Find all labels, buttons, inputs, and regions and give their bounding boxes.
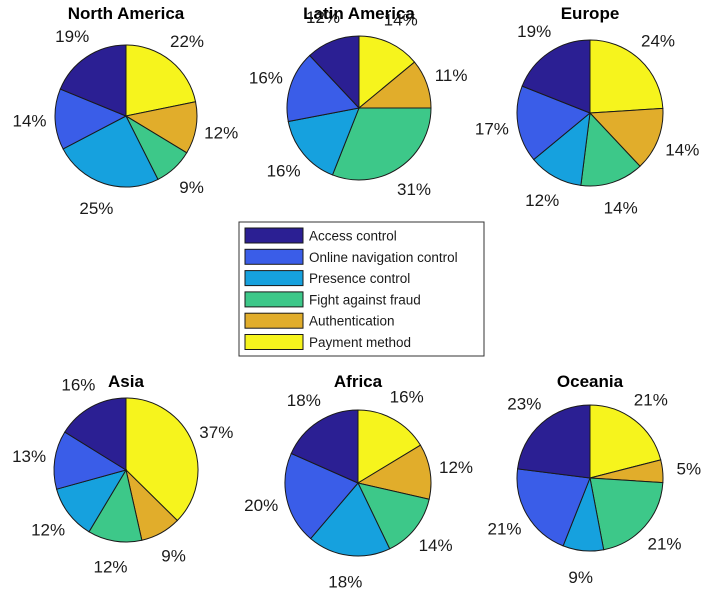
legend-label: Payment method (309, 335, 411, 350)
legend-label: Fight against fraud (309, 292, 421, 307)
slice-label: 12% (204, 123, 238, 142)
pie-slice-payment-method (357, 409, 422, 484)
slice-label: 18% (328, 573, 362, 592)
pie-slice-online-navigation-control (516, 468, 591, 547)
pie-slice-payment-method (125, 44, 197, 117)
pie-slice-fight-against-fraud (580, 111, 641, 187)
pie-slice-payment-method (125, 397, 199, 522)
slice-label: 16% (267, 161, 301, 180)
slice-label: 12% (93, 558, 127, 577)
legend-swatch (244, 291, 304, 308)
legend-item-online-navigation-control: Online navigation control (244, 248, 458, 265)
slice-label: 9% (179, 178, 204, 197)
pie-slice-payment-method (358, 35, 416, 110)
slice-label: 22% (170, 32, 204, 51)
slice-label: 18% (287, 391, 321, 410)
legend-item-fight-against-fraud: Fight against fraud (244, 291, 421, 308)
pie-slice-access-control (517, 404, 591, 479)
slice-label: 5% (677, 460, 702, 479)
pie-title: North America (68, 4, 185, 23)
slice-label: 21% (634, 391, 668, 410)
legend-box (238, 221, 485, 357)
slice-label: 12% (439, 458, 473, 477)
pie-slice-access-control (309, 35, 360, 110)
legend-swatch (244, 270, 304, 287)
slice-label: 25% (79, 199, 113, 218)
slice-label: 19% (517, 22, 551, 41)
pie-slice-online-navigation-control (284, 452, 359, 540)
pie-slice-online-navigation-control (286, 54, 360, 123)
slice-label: 21% (487, 520, 521, 539)
pie-asia: Asia 37% 9% 12% 12% 13% 16% (12, 372, 233, 577)
pie-title: Asia (108, 372, 144, 391)
slice-label: 12% (306, 8, 340, 27)
pie-slice-online-navigation-control (53, 431, 128, 490)
pie-slice-access-control (521, 39, 591, 114)
slice-label: 12% (525, 191, 559, 210)
pie-slice-fight-against-fraud (589, 477, 664, 551)
legend: Access control Online navigation control P… (238, 221, 485, 357)
pie-slice-presence-control (62, 115, 159, 188)
legend-label: Presence control (309, 271, 410, 286)
legend-swatch (244, 227, 304, 244)
slice-label: 19% (55, 27, 89, 46)
legend-label: Access control (309, 229, 397, 244)
pie-slice-access-control (64, 397, 127, 471)
slice-label: 14% (384, 10, 418, 29)
legend-item-presence-control: Presence control (244, 270, 410, 287)
pie-title: Europe (561, 4, 620, 23)
slice-label: 12% (31, 520, 65, 539)
pie-slice-fight-against-fraud (357, 482, 430, 550)
pie-slice-payment-method (589, 39, 664, 114)
pie-slice-presence-control (309, 482, 391, 557)
slice-label: 9% (568, 568, 593, 587)
pie-north-america: North America 22% 12% 9% 25% 14% 19% (12, 4, 238, 218)
slice-label: 16% (390, 388, 424, 407)
pie-slice-presence-control (287, 107, 360, 176)
legend-label: Authentication (309, 314, 395, 329)
slice-label: 9% (161, 547, 186, 566)
slice-label: 24% (641, 32, 675, 51)
pie-slice-access-control (290, 409, 359, 484)
slice-label: 16% (61, 375, 95, 394)
slice-label: 21% (647, 535, 681, 554)
slice-label: 31% (397, 180, 431, 199)
pie-slice-online-navigation-control (516, 85, 591, 161)
pie-slice-access-control (59, 44, 127, 117)
slice-label: 14% (12, 112, 46, 131)
pie-slice-online-navigation-control (54, 88, 128, 150)
pie-europe: Europe 24% 14% 14% 12% 17% 19% (475, 4, 699, 217)
legend-swatch (244, 248, 304, 265)
legend-item-payment-method: Payment method (244, 334, 411, 350)
slice-label: 13% (12, 447, 46, 466)
pie-title: Latin America (303, 4, 415, 23)
slice-label: 14% (665, 141, 699, 160)
slice-label: 37% (199, 423, 233, 442)
pie-slice-fight-against-fraud (331, 107, 432, 181)
pie-oceania: Oceania 21% 5% 21% 9% 21% 23% (487, 372, 701, 587)
slice-label: 11% (435, 66, 468, 85)
legend-swatch (244, 312, 304, 329)
pie-africa: Africa 16% 12% 14% 18% 20% 18% (244, 372, 473, 592)
slice-label: 14% (419, 536, 453, 555)
legend-item-access-control: Access control (244, 227, 397, 244)
pie-title: Africa (334, 372, 383, 391)
slice-label: 14% (604, 198, 638, 217)
slice-label: 20% (244, 496, 278, 515)
pie-charts: North America 22% 12% 9% 25% 14% 19% Latin Amer… (12, 4, 701, 592)
slice-label: 17% (475, 120, 509, 139)
legend-item-authentication: Authentication (244, 312, 395, 329)
pie-slice-authentication (588, 107, 664, 167)
slice-label: 16% (249, 69, 283, 88)
legend-label: Online navigation control (309, 250, 458, 265)
slice-label: 23% (507, 395, 541, 414)
pie-title: Oceania (557, 372, 624, 391)
pie-slice-payment-method (589, 404, 662, 479)
legend-swatch (244, 334, 304, 350)
